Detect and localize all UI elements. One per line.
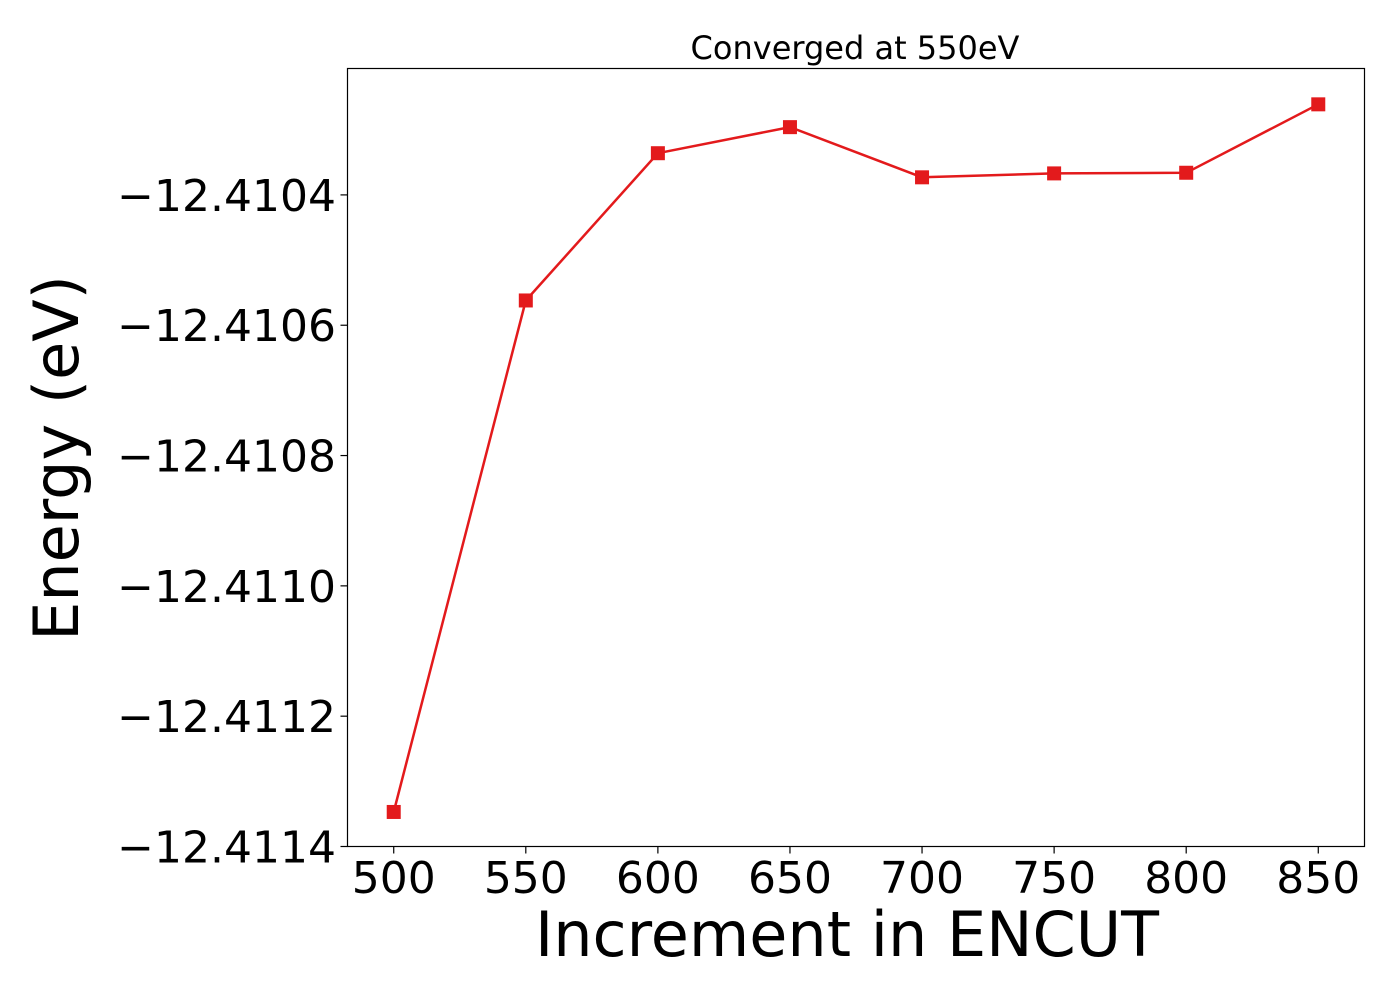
x-tick-label: 750 [1012, 853, 1096, 904]
y-axis-label: Energy (eV) [20, 275, 93, 641]
y-tick-label: −12.4112 [117, 692, 336, 743]
series-layer [386, 97, 1326, 819]
data-point-marker [1047, 166, 1062, 181]
data-point-marker [1311, 97, 1326, 112]
data-point-marker [518, 293, 533, 308]
data-point-marker [650, 146, 665, 161]
series-line [392, 103, 1319, 813]
y-tick-label: −12.4110 [117, 562, 336, 613]
x-tick-label: 600 [616, 853, 700, 904]
y-tick-label: −12.4108 [117, 432, 336, 483]
data-point-marker [1179, 165, 1194, 180]
x-axis-label: Increment in ENCUT [535, 898, 1160, 971]
data-point-marker [915, 170, 930, 185]
y-tick-label: −12.4104 [117, 171, 336, 222]
y-axis: −12.4114 −12.4112 −12.4110 −12.4108 −12.4106… [117, 171, 348, 874]
x-tick-label: 800 [1144, 853, 1228, 904]
data-point-marker [386, 804, 401, 819]
x-tick-label: 700 [880, 853, 964, 904]
x-tick-label: 500 [352, 853, 436, 904]
x-tick-label: 550 [484, 853, 568, 904]
x-tick-label: 650 [748, 853, 832, 904]
x-axis: 500 550 600 650 700 750 800 850 [352, 846, 1360, 904]
x-tick-label: 850 [1276, 853, 1360, 904]
data-point-marker [782, 120, 797, 135]
y-tick-label: −12.4114 [117, 823, 336, 874]
chart-title: Converged at 550eV [691, 29, 1020, 67]
plot-area [346, 67, 1366, 848]
y-tick-label: −12.4106 [117, 301, 336, 352]
